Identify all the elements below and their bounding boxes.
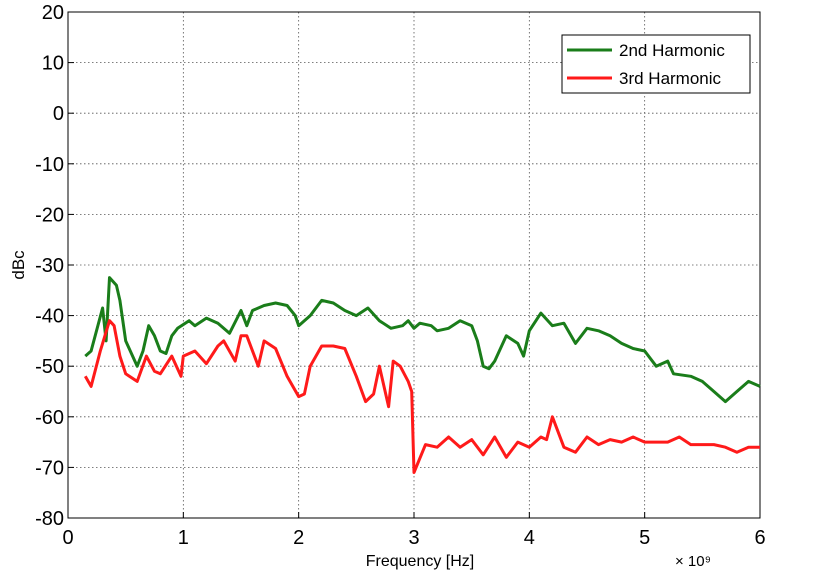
- y-tick-label: -80: [35, 508, 64, 530]
- y-tick-label: -10: [35, 154, 64, 176]
- y-axis-label: dBc: [9, 250, 28, 280]
- x-multiplier: × 10⁹: [675, 553, 711, 570]
- series-line: [83, 319, 760, 474]
- legend-box: [561, 34, 751, 94]
- series-line: [84, 276, 761, 404]
- legend-label: 2nd Harmonic: [619, 41, 725, 60]
- x-axis-label: Frequency [Hz]: [366, 553, 474, 570]
- legend-label: 3rd Harmonic: [619, 69, 722, 88]
- x-tick-label: 2: [293, 527, 304, 549]
- x-tick-label: 4: [524, 527, 535, 549]
- y-tick-label: -50: [35, 356, 64, 378]
- y-tick-label: 10: [42, 53, 64, 75]
- y-tick-label: 0: [53, 103, 64, 125]
- y-tick-label: -70: [35, 457, 64, 479]
- y-tick-label: -30: [35, 255, 64, 277]
- x-tick-label: 3: [408, 527, 419, 549]
- y-tick-label: -60: [35, 407, 64, 429]
- y-tick-label: -20: [35, 204, 64, 226]
- x-tick-label: 5: [639, 527, 650, 549]
- y-tick-label: 20: [42, 2, 64, 24]
- x-tick-label: 0: [62, 527, 73, 549]
- x-tick-label: 6: [754, 527, 765, 549]
- y-tick-label: -40: [35, 306, 64, 328]
- x-tick-label: 1: [178, 527, 189, 549]
- plot-frame: [67, 11, 761, 519]
